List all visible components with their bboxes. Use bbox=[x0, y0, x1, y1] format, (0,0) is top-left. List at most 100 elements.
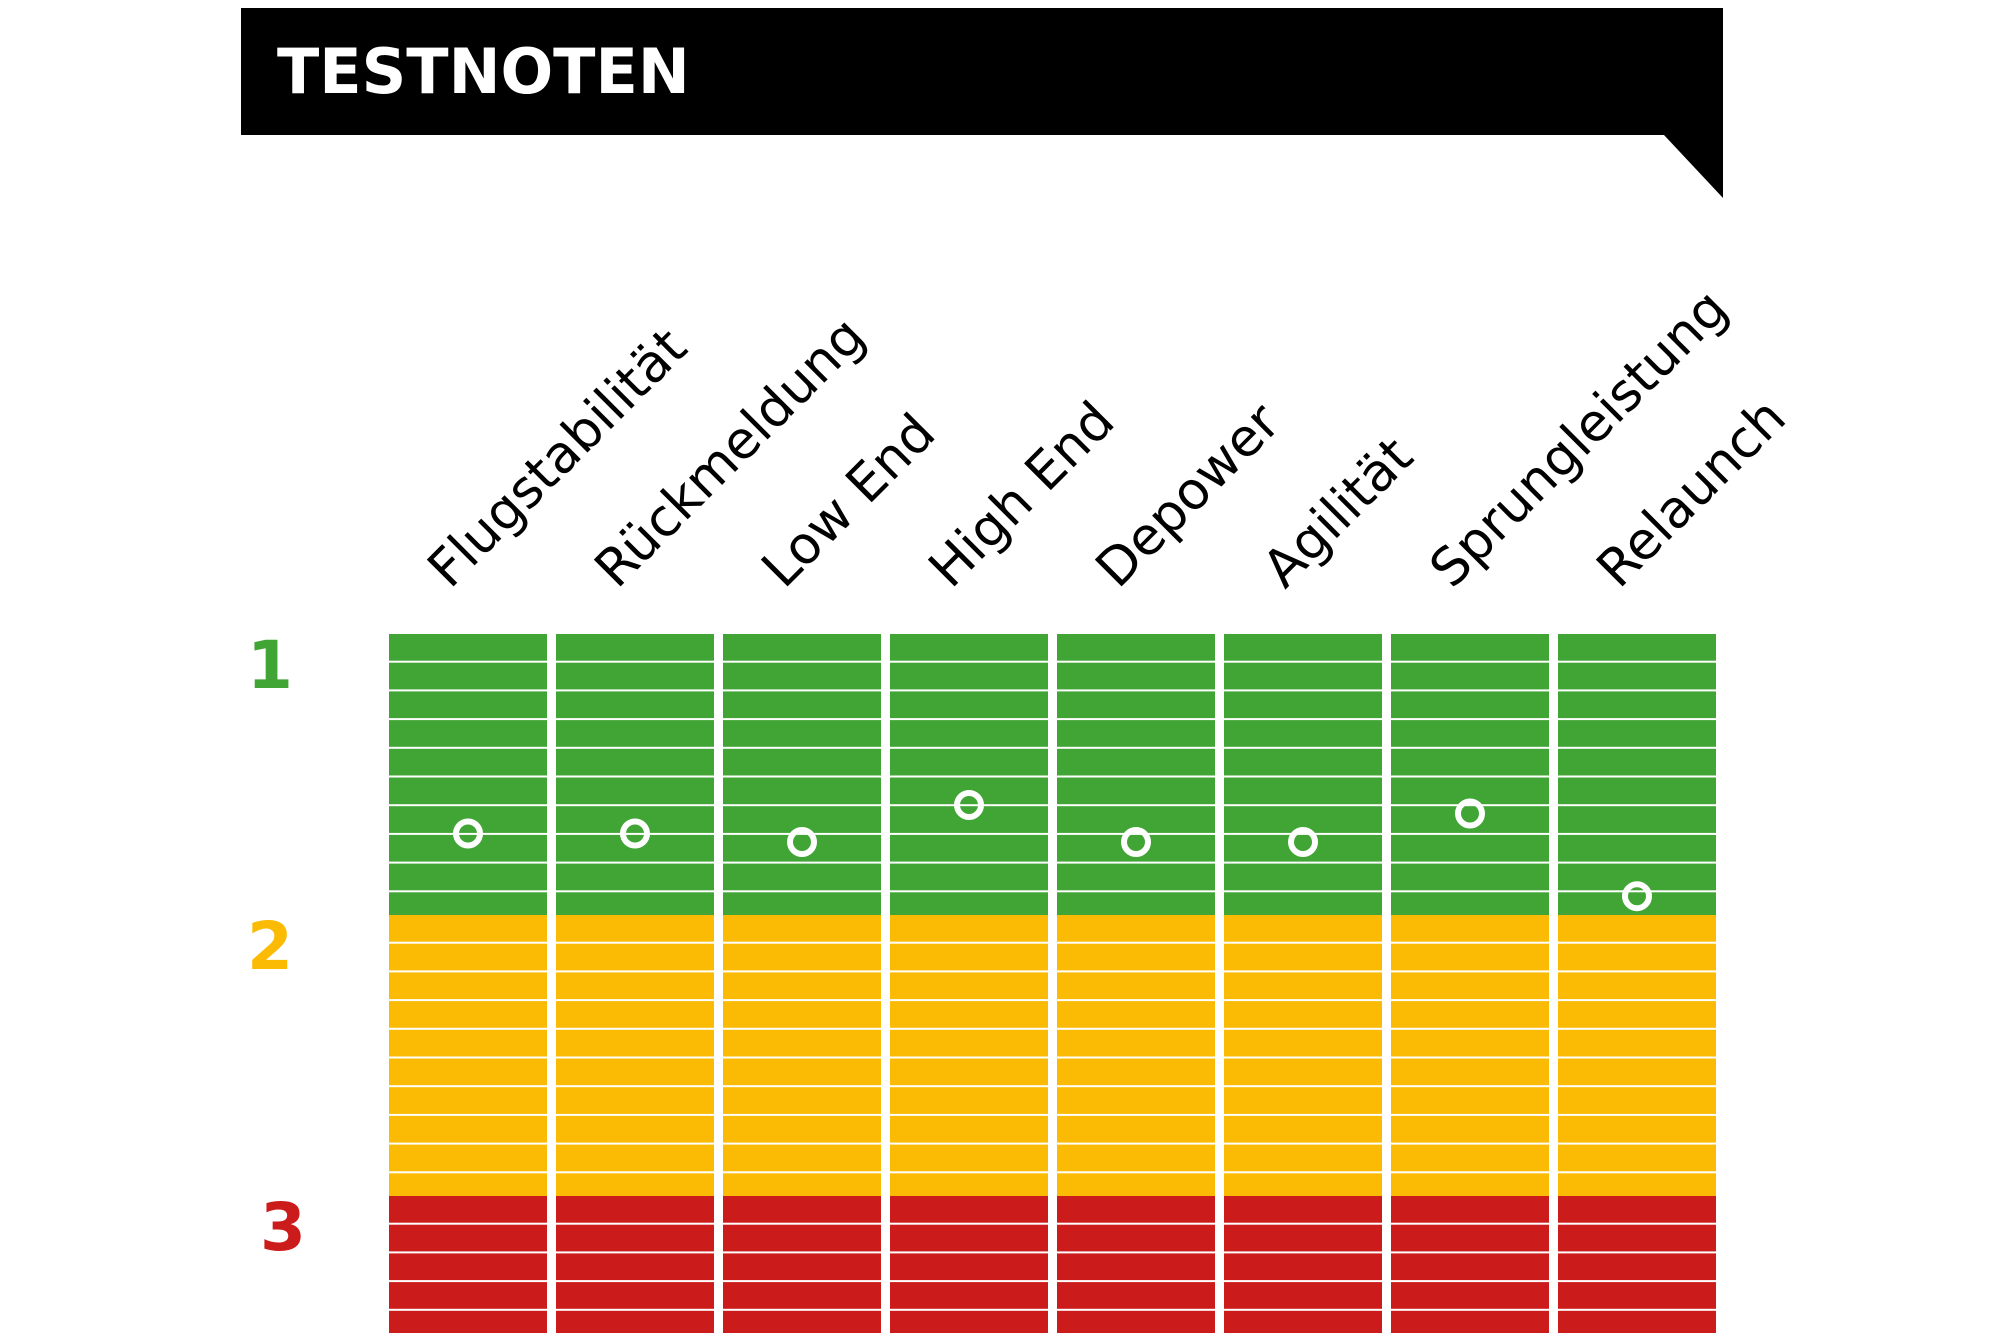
grade-3-stripe bbox=[890, 1282, 1048, 1309]
grade-3-stripe bbox=[890, 1310, 1048, 1333]
grade-1-stripe bbox=[1057, 777, 1215, 805]
rating-marker bbox=[453, 818, 483, 849]
grade-3-stripe bbox=[1558, 1282, 1716, 1309]
grade-2-stripe bbox=[1224, 1173, 1382, 1200]
grade-3-stripe bbox=[723, 1282, 881, 1309]
grade-2-stripe bbox=[556, 915, 714, 942]
grade-2-stripe bbox=[890, 1058, 1048, 1086]
grade-2-stripe bbox=[723, 1115, 881, 1143]
rating-marker bbox=[787, 827, 817, 857]
grade-1-stripe bbox=[389, 777, 547, 805]
grade-2-stripe bbox=[1224, 1115, 1382, 1143]
grade-1-stripe bbox=[890, 662, 1048, 690]
grade-2-stripe bbox=[1057, 1029, 1215, 1057]
rating-marker bbox=[620, 818, 650, 849]
grade-2-stripe bbox=[723, 1029, 881, 1057]
grade-3-stripe bbox=[556, 1224, 714, 1252]
grade-1-stripe bbox=[1558, 691, 1716, 719]
grade-1-stripe bbox=[1224, 834, 1382, 862]
grade-3-stripe bbox=[1391, 1224, 1549, 1252]
grade-1-stripe bbox=[556, 720, 714, 747]
grade-2-stripe bbox=[556, 1029, 714, 1057]
grade-3-stripe bbox=[890, 1196, 1048, 1223]
grade-1-stripe bbox=[723, 662, 881, 690]
grade-1-stripe bbox=[1558, 777, 1716, 805]
grade-2-stripe bbox=[890, 1001, 1048, 1028]
grade-1-stripe bbox=[1558, 834, 1716, 862]
grade-3-stripe bbox=[389, 1310, 547, 1333]
grade-3-stripe bbox=[723, 1253, 881, 1281]
grade-3-stripe bbox=[1224, 1253, 1382, 1281]
grade-1-stripe bbox=[389, 748, 547, 776]
grade-2-stripe bbox=[890, 1115, 1048, 1143]
grade-2-stripe bbox=[1057, 972, 1215, 1000]
grade-3-stripe bbox=[1391, 1310, 1549, 1333]
grade-2-stripe bbox=[1558, 1001, 1716, 1028]
grade-2-stripe bbox=[389, 1087, 547, 1114]
grade-1-stripe bbox=[389, 691, 547, 719]
grade-2-stripe bbox=[1391, 972, 1549, 1000]
grade-2-stripe bbox=[389, 1144, 547, 1172]
grade-2-stripe bbox=[1391, 1058, 1549, 1086]
grade-2-stripe bbox=[1057, 943, 1215, 971]
grade-1-stripe bbox=[1224, 634, 1382, 661]
grade-3-stripe bbox=[1224, 1224, 1382, 1252]
grade-3-stripe bbox=[1057, 1196, 1215, 1223]
grade-3-stripe bbox=[1057, 1310, 1215, 1333]
grade-label-2: 2 bbox=[247, 908, 293, 985]
grade-1-stripe bbox=[1558, 720, 1716, 747]
grade-2-stripe bbox=[1224, 1058, 1382, 1086]
grade-2-stripe bbox=[1224, 1087, 1382, 1114]
grade-3-stripe bbox=[556, 1196, 714, 1223]
grade-1-stripe bbox=[1057, 634, 1215, 661]
grade-1-stripe bbox=[890, 720, 1048, 747]
title-banner: TESTNOTEN bbox=[241, 8, 1723, 198]
grade-2-stripe bbox=[1224, 1144, 1382, 1172]
grade-1-stripe bbox=[1057, 748, 1215, 776]
grade-2-stripe bbox=[1391, 1173, 1549, 1200]
grade-1-stripe bbox=[1057, 863, 1215, 891]
grade-1-stripe bbox=[723, 892, 881, 919]
grade-2-stripe bbox=[1391, 1001, 1549, 1028]
grade-2-stripe bbox=[890, 972, 1048, 1000]
grade-1-stripe bbox=[389, 720, 547, 747]
rating-marker bbox=[1121, 827, 1151, 857]
grade-2-stripe bbox=[556, 972, 714, 1000]
grade-1-stripe bbox=[1391, 834, 1549, 862]
grade-3-stripe bbox=[1057, 1282, 1215, 1309]
grade-1-stripe bbox=[1391, 634, 1549, 661]
grade-1-stripe bbox=[1057, 691, 1215, 719]
grade-3-stripe bbox=[556, 1310, 714, 1333]
grade-1-stripe bbox=[723, 720, 881, 747]
grade-2-stripe bbox=[723, 1087, 881, 1114]
grade-3-stripe bbox=[389, 1196, 547, 1223]
grade-2-stripe bbox=[389, 1029, 547, 1057]
grade-2-stripe bbox=[1057, 915, 1215, 942]
grade-1-stripe bbox=[556, 863, 714, 891]
grade-3-stripe bbox=[1391, 1196, 1549, 1223]
grade-label-3: 3 bbox=[260, 1189, 306, 1266]
grade-3-stripe bbox=[723, 1196, 881, 1223]
grade-2-stripe bbox=[890, 915, 1048, 942]
grade-2-stripe bbox=[723, 972, 881, 1000]
grade-2-stripe bbox=[1057, 1058, 1215, 1086]
grade-2-stripe bbox=[1057, 1001, 1215, 1028]
chart-title: TESTNOTEN bbox=[277, 35, 690, 108]
grade-1-stripe bbox=[389, 892, 547, 919]
grade-2-stripe bbox=[723, 915, 881, 942]
grade-1-stripe bbox=[890, 834, 1048, 862]
grade-1-stripe bbox=[1057, 834, 1215, 862]
grade-1-stripe bbox=[1224, 691, 1382, 719]
grade-1-stripe bbox=[1057, 892, 1215, 919]
rating-marker bbox=[1455, 798, 1485, 829]
grade-1-stripe bbox=[1558, 634, 1716, 661]
grade-2-stripe bbox=[389, 943, 547, 971]
grade-2-stripe bbox=[1558, 1173, 1716, 1200]
grade-bands bbox=[389, 634, 1716, 1333]
grade-2-stripe bbox=[1391, 943, 1549, 971]
grade-2-stripe bbox=[1391, 1029, 1549, 1057]
grade-1-stripe bbox=[1391, 748, 1549, 776]
rating-markers bbox=[453, 790, 1652, 912]
grade-2-stripe bbox=[1391, 915, 1549, 942]
rating-marker bbox=[954, 790, 984, 820]
